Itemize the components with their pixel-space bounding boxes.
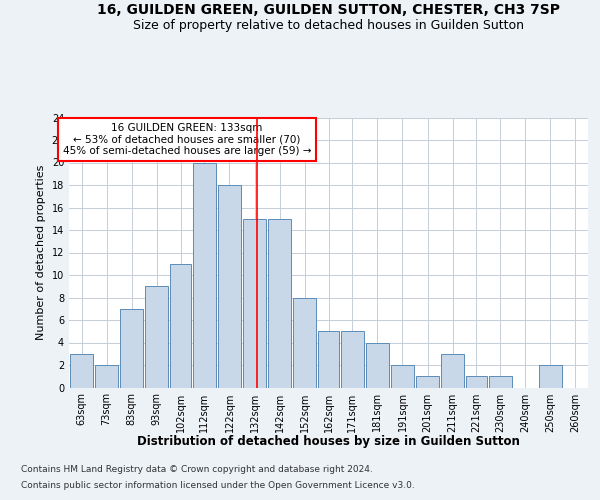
Text: 16 GUILDEN GREEN: 133sqm
← 53% of detached houses are smaller (70)
45% of semi-d: 16 GUILDEN GREEN: 133sqm ← 53% of detach… [62,123,311,156]
Bar [145,286,168,388]
Bar [170,264,191,388]
Bar [293,298,316,388]
Text: 16, GUILDEN GREEN, GUILDEN SUTTON, CHESTER, CH3 7SP: 16, GUILDEN GREEN, GUILDEN SUTTON, CHEST… [97,2,560,16]
Bar [366,342,389,388]
Bar [416,376,439,388]
Bar [391,365,414,388]
Text: Contains HM Land Registry data © Crown copyright and database right 2024.: Contains HM Land Registry data © Crown c… [21,465,373,474]
Bar [539,365,562,388]
Bar [95,365,118,388]
Text: Size of property relative to detached houses in Guilden Sutton: Size of property relative to detached ho… [133,19,524,32]
Bar [70,354,93,388]
Bar [243,219,266,388]
Bar [441,354,464,388]
Bar [489,376,512,388]
Y-axis label: Number of detached properties: Number of detached properties [36,165,46,340]
Text: Contains public sector information licensed under the Open Government Licence v3: Contains public sector information licen… [21,481,415,490]
Text: Distribution of detached houses by size in Guilden Sutton: Distribution of detached houses by size … [137,435,520,448]
Bar [466,376,487,388]
Bar [120,308,143,388]
Bar [193,162,216,388]
Bar [341,331,364,388]
Bar [268,219,291,388]
Bar [218,185,241,388]
Bar [318,331,339,388]
